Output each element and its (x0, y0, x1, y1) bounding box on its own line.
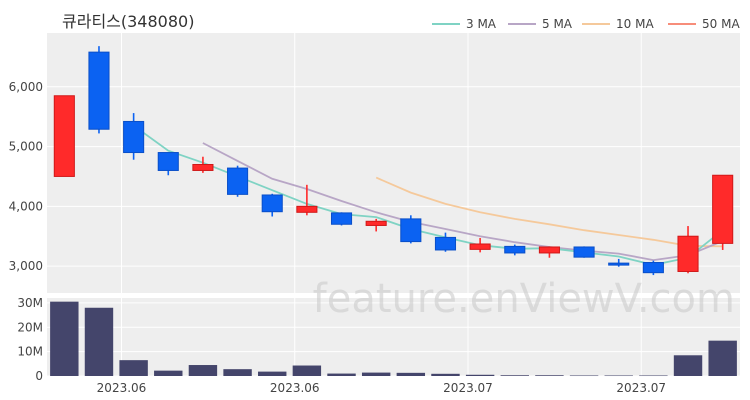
date-tick-label: 2023.06 (97, 381, 147, 395)
ma5-line (202, 142, 724, 262)
legend-item[interactable]: 10 MA (582, 17, 654, 31)
legend: 3 MA 5 MA 10 MA 50 MA (432, 17, 740, 31)
candle (538, 246, 560, 258)
volume-bar (361, 372, 391, 376)
price-tick-label: 5,000 (9, 140, 43, 154)
candle (261, 193, 283, 217)
date-tick-label: 2023.07 (616, 381, 666, 395)
candle (365, 218, 387, 232)
date-tick-label: 2023.07 (443, 381, 493, 395)
legend-label: 5 MA (542, 17, 573, 31)
candle (88, 46, 110, 134)
price-tick-label: 6,000 (9, 80, 43, 94)
candle-body (573, 246, 595, 258)
volume-bar (327, 373, 356, 376)
candle-body (53, 95, 75, 177)
candle-body (538, 246, 560, 254)
volume-bar (500, 375, 529, 376)
candle (296, 184, 318, 216)
candle-body (712, 174, 734, 244)
chart-title: 큐라티스(348080) (62, 12, 194, 31)
price-panel-background (47, 33, 740, 293)
legend-label: 3 MA (466, 17, 497, 31)
legend-label: 50 MA (702, 17, 740, 31)
candle (192, 156, 214, 173)
ma10-line (375, 176, 723, 248)
candle-body (330, 212, 353, 225)
legend-item[interactable]: 5 MA (508, 17, 573, 31)
candle-body (642, 262, 664, 274)
volume-bar (465, 374, 495, 376)
volume-bar (708, 340, 737, 376)
volume-bar (569, 375, 599, 377)
volume-bar (431, 373, 460, 376)
axis-layer: 3,000 4,000 5,000 6,000 0 10M 20M 30M 2023.06 202… (9, 80, 666, 395)
volume-bar (50, 301, 79, 376)
price-tick-label: 3,000 (9, 259, 43, 273)
candle-body (157, 152, 179, 171)
candle (227, 165, 249, 197)
candle (712, 174, 734, 250)
volume-bar (84, 307, 114, 376)
candle-body (227, 167, 249, 195)
candle (573, 246, 595, 258)
legend-label: 10 MA (616, 17, 654, 31)
volume-bar (604, 375, 633, 377)
price-tick-label: 4,000 (9, 199, 43, 213)
volume-bar (258, 371, 287, 376)
volume-layer (50, 301, 737, 377)
candle (469, 238, 491, 253)
candle-layer (53, 46, 734, 276)
candle-body (504, 245, 526, 254)
candle (504, 244, 526, 256)
volume-bar (396, 372, 426, 376)
volume-tick-label: 0 (35, 369, 43, 383)
candle-body (261, 194, 283, 213)
volume-bar (639, 375, 668, 377)
candle (434, 232, 457, 252)
volume-bar (292, 365, 322, 376)
candle-body (469, 243, 491, 250)
candle (677, 226, 699, 274)
volume-panel-background (47, 298, 740, 376)
candle (400, 215, 422, 244)
volume-bar (673, 355, 703, 376)
candle-body (123, 120, 145, 154)
candle (608, 258, 630, 267)
candle-body (88, 51, 110, 130)
candle-body (608, 262, 630, 266)
candle-body (365, 220, 387, 226)
volume-bar (535, 375, 564, 376)
candle (330, 212, 353, 226)
volume-tick-label: 10M (17, 345, 43, 359)
candle-body (192, 163, 214, 171)
volume-bar (188, 365, 218, 376)
candle (642, 260, 664, 276)
candle-body (296, 205, 318, 213)
watermark: feature.enViewV.com (313, 276, 735, 322)
candle-body (677, 235, 699, 272)
volume-tick-label: 20M (17, 320, 43, 334)
volume-tick-label: 30M (17, 296, 43, 310)
volume-bar (223, 369, 252, 376)
candle-body (400, 218, 422, 243)
candle (123, 113, 145, 160)
candle-body (434, 236, 457, 251)
legend-item[interactable]: 3 MA (432, 17, 497, 31)
legend-item[interactable]: 50 MA (668, 17, 740, 31)
date-tick-label: 2023.06 (270, 381, 320, 395)
candle (157, 152, 179, 176)
candle (53, 95, 75, 177)
volume-bar (154, 370, 183, 376)
volume-bar (119, 360, 148, 376)
